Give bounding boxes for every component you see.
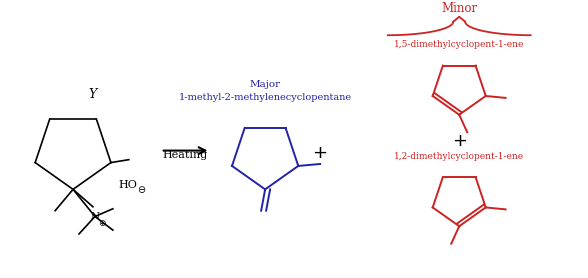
Text: Major: Major <box>249 80 280 89</box>
Text: 1,5-dimethylcyclopent-1-ene: 1,5-dimethylcyclopent-1-ene <box>394 40 524 49</box>
Text: +: + <box>312 143 328 162</box>
Text: N: N <box>91 212 99 221</box>
Text: ⊖: ⊖ <box>136 185 145 195</box>
Text: Y: Y <box>89 88 97 101</box>
Text: Minor: Minor <box>441 2 477 14</box>
Text: 1-methyl-2-methylenecyclopentane: 1-methyl-2-methylenecyclopentane <box>179 93 352 102</box>
Text: 1,2-dimethylcyclopent-1-ene: 1,2-dimethylcyclopent-1-ene <box>394 152 524 161</box>
Text: Heating: Heating <box>163 150 208 160</box>
Text: HO: HO <box>119 180 138 190</box>
Text: ⊕: ⊕ <box>98 219 106 228</box>
Text: +: + <box>452 132 467 150</box>
